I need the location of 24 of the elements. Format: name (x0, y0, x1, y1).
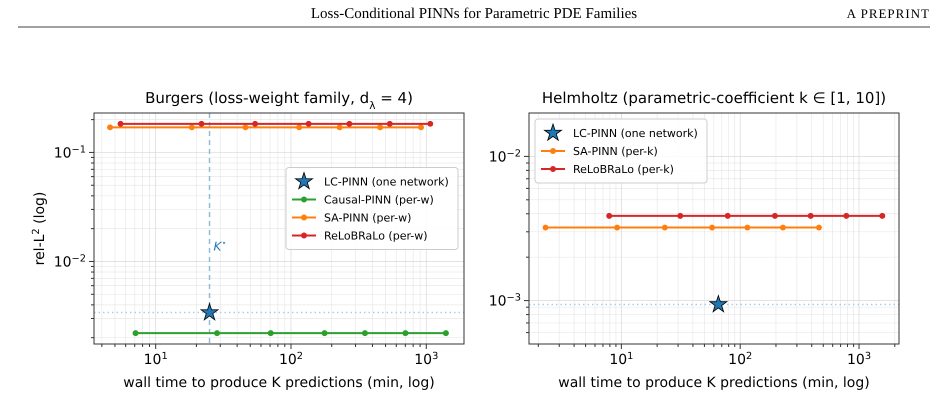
legend-label: Causal-PINN (per-w) (324, 194, 434, 206)
x-tick-label: 10$^{1}$ (609, 350, 634, 368)
legend-label: LC-PINN (one network) (573, 127, 698, 140)
legend-label: ReLoBRaLo (per-k) (573, 163, 674, 176)
text: A PREPRINT (846, 6, 930, 21)
chart-title: Burgers (loss-weight family, d$_{λ}$ = 4) (145, 89, 413, 112)
y-tick-label: 10$^{−3}$ (488, 292, 521, 310)
x-axis-title: wall time to produce K predictions (min, log) (558, 375, 870, 391)
legend-label: LC-PINN (one network) (324, 176, 449, 188)
legend-label: SA-PINN (per-w) (324, 212, 412, 224)
text: Loss-Conditional PINNs for Parametric PDE Families (310, 6, 638, 22)
chart-title: Helmholtz (parametric-coefficient k ∈ [1, 10]) (542, 89, 886, 107)
y-tick-label: 10$^{−2}$ (488, 148, 521, 166)
x-tick-label: 10$^{2}$ (728, 350, 752, 368)
x-tick-label: 10$^{1}$ (144, 350, 168, 368)
legend-label: SA-PINN (per-k) (573, 145, 658, 158)
legend-label: ReLoBRaLo (per-w) (324, 230, 428, 242)
x-tick-label: 10$^{2}$ (278, 350, 304, 368)
y-tick-label: 10$^{−2}$ (54, 252, 86, 270)
x-axis-title: wall time to produce K predictions (min, log) (123, 375, 435, 391)
ref-line-label: K$^{⋆}$ (214, 238, 227, 254)
y-tick-label: 10$^{−1}$ (54, 144, 86, 162)
x-tick-label: 10$^{3}$ (846, 350, 872, 368)
x-tick-label: 10$^{3}$ (414, 350, 438, 368)
